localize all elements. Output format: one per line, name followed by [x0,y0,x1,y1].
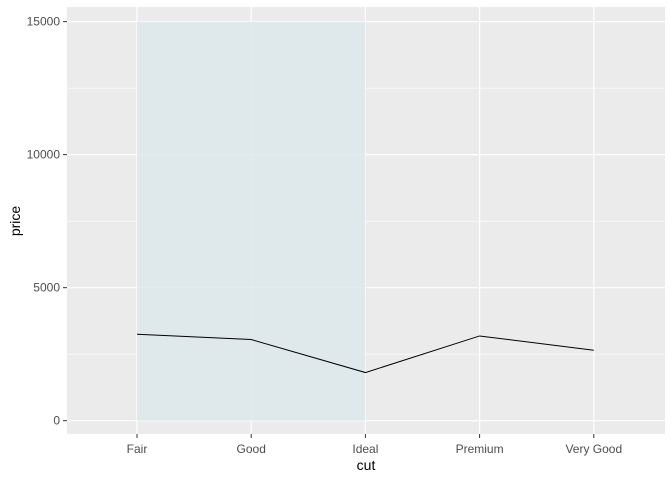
y-tick-label: 0 [53,414,60,428]
x-tick-label: Very Good [565,442,622,456]
highlight-band [137,21,366,421]
x-axis-title: cut [357,457,376,473]
series-line [136,333,594,374]
y-tick-label: 15000 [27,15,61,29]
x-tick-label: Premium [456,442,504,456]
x-tick-label: Ideal [352,442,378,456]
x-tick-label: Good [237,442,266,456]
y-axis-title: price [7,206,23,237]
x-axis: Fair Good Ideal Premium Very Good [127,434,622,456]
y-tick-label: 5000 [33,281,60,295]
y-axis: 0 5000 10000 15000 [27,15,67,428]
y-tick-label: 10000 [27,148,61,162]
x-tick-label: Fair [127,442,148,456]
